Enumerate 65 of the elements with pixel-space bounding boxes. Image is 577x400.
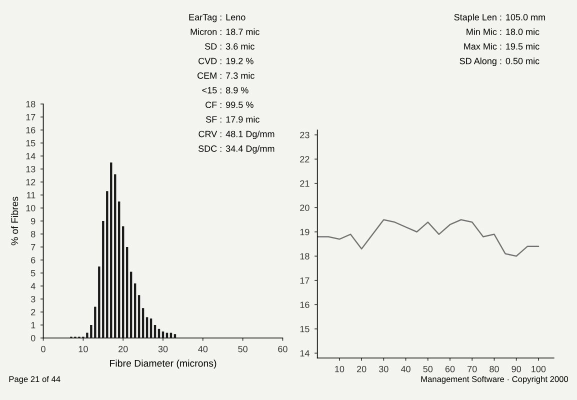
x-tick-label: 30 — [379, 366, 388, 372]
x-tick-label: 60 — [445, 366, 455, 372]
annotation: CRV : 48.1 Dg/mm — [198, 130, 274, 140]
x-tick-label: 90 — [512, 366, 521, 372]
y-tick-label: 14 — [300, 350, 310, 356]
text: <15 : 8.9 % — [202, 87, 248, 94]
x-tick-label: 60 — [278, 346, 288, 352]
y-tick-label: 5 — [30, 270, 36, 276]
y-tick-label: 15 — [300, 326, 310, 332]
y-tick-label: 8 — [31, 230, 36, 238]
x-tick-label: 10 — [335, 366, 344, 372]
x-tick-label: 10 — [78, 346, 88, 352]
y-tick-label: 0 — [30, 334, 36, 342]
x-tick-label: 100 — [532, 366, 546, 372]
y-tick-label: 7 — [31, 244, 36, 250]
y-tick-label: 13 — [26, 166, 36, 172]
text: Management Software · Copyright 2000 — [421, 376, 568, 384]
y-tick-label: 19 — [300, 228, 310, 236]
x-tick-label: 50 — [423, 366, 433, 372]
x-tick-label: 40 — [198, 346, 208, 352]
x-tick-label: 50 — [238, 346, 248, 352]
text: SD Along : 0.50 mic — [460, 58, 540, 66]
y-tick-label: 16 — [26, 126, 36, 134]
text: Staple Len : 105.0 mm — [454, 14, 545, 22]
y-tick-label: 18 — [26, 100, 36, 108]
y-axis-title: % of Fibres — [10, 196, 18, 246]
text: Page 21 of 44 — [9, 376, 60, 384]
text: Micron : 18.7 mic — [190, 28, 260, 36]
x-tick-label: 0 — [41, 346, 46, 352]
y-tick-label: 2 — [31, 308, 36, 316]
y-tick-label: 20 — [300, 204, 310, 211]
x-tick-label: 20 — [357, 366, 366, 372]
text: SD : 3.6 mic — [205, 42, 254, 50]
y-tick-label: 4 — [30, 283, 36, 290]
y-tick-label: 14 — [26, 153, 36, 160]
x-tick-label: 40 — [400, 366, 410, 372]
y-tick-label: 17 — [26, 114, 36, 120]
x-tick-label: 80 — [490, 366, 499, 372]
y-tick-label: 23 — [300, 132, 310, 138]
y-tick-label: 16 — [300, 302, 310, 308]
text: CEM : 7.3 mic — [198, 72, 254, 79]
y-tick-label: 11 — [26, 192, 36, 198]
y-tick-label: 22 — [300, 156, 310, 162]
x-tick-label: 70 — [468, 366, 477, 372]
y-tick-label: 17 — [300, 277, 310, 284]
x-axis-title: Fibre Diameter (microns) — [110, 360, 216, 369]
text: EarTag : Leno — [189, 14, 246, 22]
text: Max Mic : 19.5 mic — [464, 42, 540, 50]
x-tick-label: 20 — [118, 346, 128, 352]
y-tick-label: 3 — [30, 296, 36, 302]
annotation: SF : 17.9 mic — [206, 116, 260, 123]
y-tick-label: 1 — [31, 322, 36, 328]
text: Min Mic : 18.0 mic — [466, 28, 540, 36]
y-tick-label: 12 — [26, 178, 36, 186]
annotation: CF : 99.5 % — [206, 102, 254, 108]
y-tick-label: 9 — [31, 218, 36, 224]
y-tick-label: 10 — [26, 204, 36, 212]
x-tick-label: 30 — [158, 346, 168, 352]
line-series — [317, 219, 540, 257]
text: CVD : 19.2 % — [198, 58, 254, 64]
y-tick-label: 18 — [300, 253, 310, 260]
annotation: SDC : 34.4 Dg/mm — [198, 145, 274, 154]
y-tick-label: 6 — [31, 256, 36, 264]
y-tick-label: 21 — [300, 180, 310, 187]
y-tick-label: 15 — [26, 140, 36, 146]
